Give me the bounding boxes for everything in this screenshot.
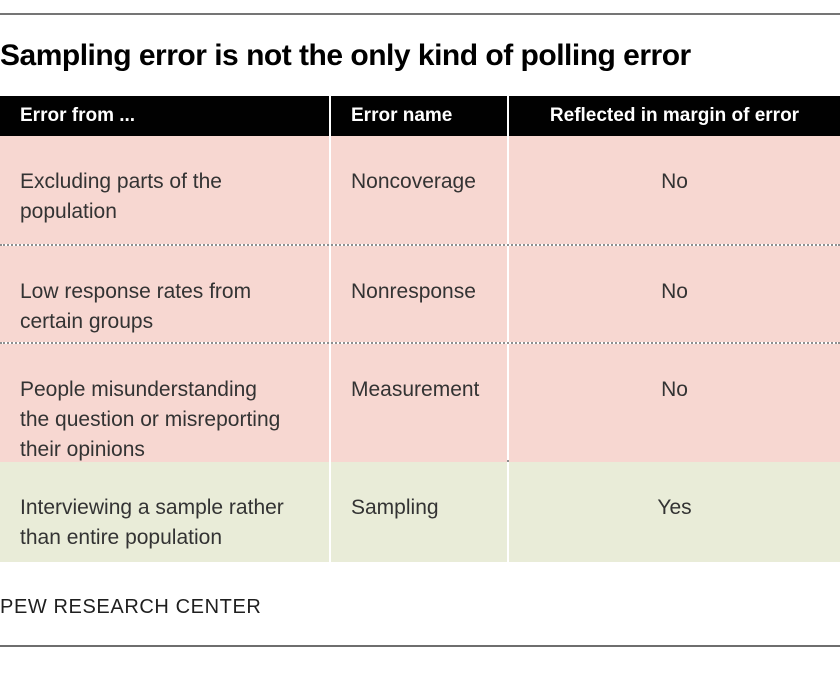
cell-reflected: No xyxy=(509,246,840,342)
pew-research-center-brand: PEW RESEARCH CENTER xyxy=(0,596,262,618)
cell-reflected: Yes xyxy=(509,462,840,562)
table-row-sampling-highlight: Interviewing a sample rather than entire… xyxy=(0,462,840,562)
cell-error-name: Measurement xyxy=(331,344,507,465)
top-divider xyxy=(0,13,840,15)
cell-error-name: Noncoverage xyxy=(331,136,507,244)
header-reflected: Reflected in margin of error xyxy=(509,96,840,136)
cell-reflected: No xyxy=(509,344,840,465)
header-error-name: Error name xyxy=(331,96,507,136)
cell-error-name: Sampling xyxy=(331,462,507,562)
cell-error-name: Nonresponse xyxy=(331,246,507,342)
cell-error-from: Low response rates from certain groups xyxy=(0,246,329,342)
table-header-row: Error from ... Error name Reflected in m… xyxy=(0,96,840,136)
bottom-divider xyxy=(0,645,840,647)
table-row-nonresponse: Low response rates from certain groups N… xyxy=(0,246,840,344)
cell-reflected: No xyxy=(509,136,840,244)
table-row-noncoverage: Excluding parts of the population Noncov… xyxy=(0,136,840,246)
polling-error-table: Error from ... Error name Reflected in m… xyxy=(0,96,840,562)
cell-error-from: Interviewing a sample rather than entire… xyxy=(0,462,329,562)
page-title: Sampling error is not the only kind of p… xyxy=(0,39,691,72)
table-row-measurement: People misunderstanding the question or … xyxy=(0,344,840,465)
cell-error-from: People misunderstanding the question or … xyxy=(0,344,329,465)
header-error-from: Error from ... xyxy=(0,96,329,136)
cell-error-from: Excluding parts of the population xyxy=(0,136,329,244)
